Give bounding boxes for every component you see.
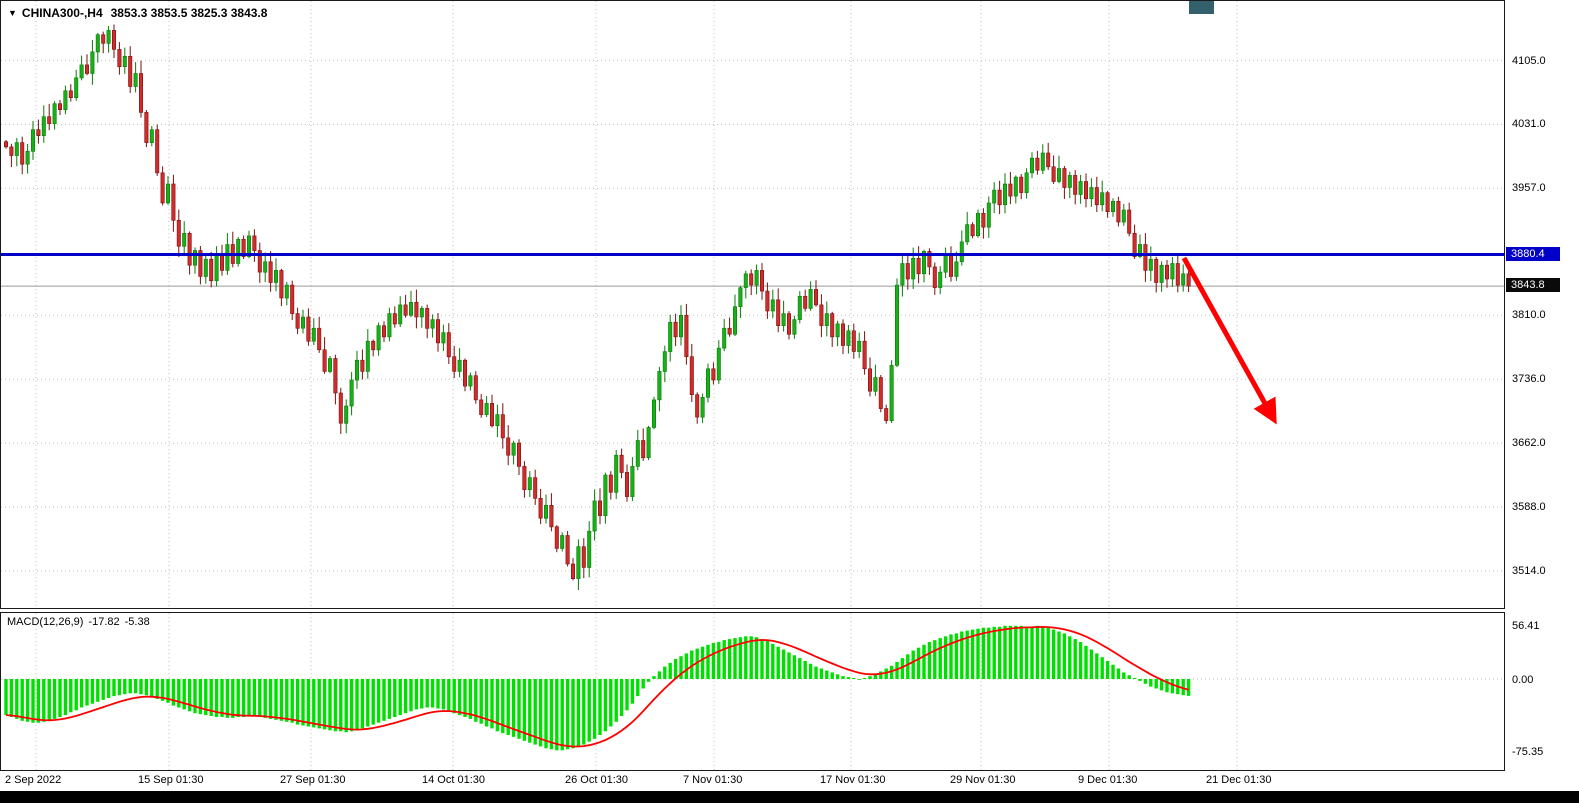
price-axis-label: 3662.0 bbox=[1512, 437, 1546, 449]
macd-signal-value: -5.38 bbox=[124, 616, 150, 628]
macd-name: MACD(12,26,9) bbox=[7, 616, 84, 628]
hline-price-tag: 3880.4 bbox=[1506, 247, 1560, 261]
chart-header: ▼ CHINA300-,H4 3853.3 3853.5 3825.3 3843.8 bbox=[8, 6, 267, 20]
price-axis-label: 3514.0 bbox=[1512, 565, 1546, 577]
macd-chart[interactable] bbox=[1, 613, 1504, 770]
price-chart-panel[interactable]: ▼ CHINA300-,H4 3853.3 3853.5 3825.3 3843.8 bbox=[0, 0, 1505, 609]
trend-arrow bbox=[1181, 256, 1277, 425]
grid bbox=[1, 1, 1504, 608]
macd-signal-line bbox=[5, 625, 1189, 748]
time-axis-label: 21 Dec 01:30 bbox=[1206, 774, 1272, 786]
time-axis-label: 17 Nov 01:30 bbox=[820, 774, 886, 786]
price-axis-label: 3736.0 bbox=[1512, 373, 1546, 385]
time-axis-label: 26 Oct 01:30 bbox=[565, 774, 628, 786]
bottom-bar bbox=[0, 791, 1579, 803]
macd-main-value: -17.82 bbox=[88, 616, 120, 628]
time-axis-label: 7 Nov 01:30 bbox=[683, 774, 743, 786]
price-axis[interactable]: 4105.0 4031.0 3957.0 3810.0 3736.0 3662.0 3588… bbox=[1505, 0, 1579, 791]
price-axis-label: 4031.0 bbox=[1512, 118, 1546, 130]
grid bbox=[1, 613, 1504, 770]
macd-axis-label: 0.00 bbox=[1512, 674, 1534, 686]
price-axis-label: 4105.0 bbox=[1512, 55, 1546, 67]
macd-axis-label: 56.41 bbox=[1512, 620, 1540, 632]
time-axis-label: 14 Oct 01:30 bbox=[422, 774, 485, 786]
macd-indicator-label: MACD(12,26,9) -17.82 -5.38 bbox=[7, 616, 155, 628]
candlestick-chart[interactable] bbox=[1, 1, 1504, 608]
time-axis-label: 29 Nov 01:30 bbox=[950, 774, 1016, 786]
time-axis-label: 9 Dec 01:30 bbox=[1078, 774, 1138, 786]
time-axis-label: 15 Sep 01:30 bbox=[138, 774, 204, 786]
chart-shift-marker[interactable] bbox=[1189, 1, 1214, 14]
price-axis-label: 3810.0 bbox=[1512, 309, 1546, 321]
macd-axis-label: -75.35 bbox=[1512, 746, 1544, 758]
symbol-title: CHINA300-,H4 bbox=[21, 6, 103, 20]
macd-histogram bbox=[4, 625, 1191, 751]
time-axis[interactable]: 2 Sep 2022 15 Sep 01:30 27 Sep 01:30 14 Oct… bbox=[0, 771, 1505, 791]
current-price-tag: 3843.8 bbox=[1506, 278, 1560, 292]
price-axis-label: 3957.0 bbox=[1512, 182, 1546, 194]
time-axis-label: 2 Sep 2022 bbox=[5, 774, 62, 786]
candles bbox=[3, 24, 1191, 590]
time-axis-label: 27 Sep 01:30 bbox=[280, 774, 346, 786]
ohlc-values: 3853.3 3853.5 3825.3 3843.8 bbox=[110, 6, 268, 20]
macd-panel[interactable]: MACD(12,26,9) -17.82 -5.38 bbox=[0, 612, 1505, 771]
price-axis-label: 3588.0 bbox=[1512, 501, 1546, 513]
symbol-marker-icon: ▼ bbox=[8, 8, 17, 18]
